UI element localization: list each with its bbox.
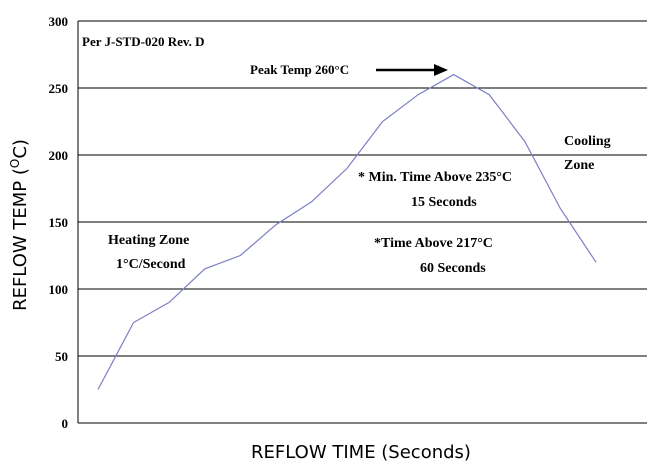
y-tick-label: 300 [49,14,69,29]
y-tick-label: 200 [49,148,69,163]
heating-zone-annotation-line1: Heating Zone [108,233,189,248]
time-above-annotation-line2: 60 Seconds [420,261,486,276]
x-axis-label: REFLOW TIME (Seconds) [251,442,471,463]
y-tick-label: 100 [49,282,69,297]
y-tick-labels: 0 50 100 150 200 250 300 [49,14,69,431]
cooling-zone-annotation-line1: Cooling [564,134,611,149]
y-tick-label: 0 [62,416,69,431]
min-time-annotation-line2: 15 Seconds [411,195,477,210]
gridlines [77,20,647,424]
heating-zone-annotation-line2: 1°C/Second [116,257,186,272]
standard-annotation: Per J-STD-020 Rev. D [82,34,205,49]
peak-arrow [376,64,448,76]
plot-area [97,73,597,390]
y-tick-label: 250 [49,81,69,96]
y-tick-label: 50 [55,349,68,364]
y-tick-label: 150 [49,215,69,230]
min-time-annotation-line1: * Min. Time Above 235°C [358,170,512,185]
cooling-zone-annotation-line2: Zone [564,158,594,173]
y-axis-label: REFLOW TEMP (OC) [8,139,31,311]
peak-temp-annotation: Peak Temp 260°C [250,62,349,77]
time-above-annotation-line1: *Time Above 217°C [374,236,493,251]
